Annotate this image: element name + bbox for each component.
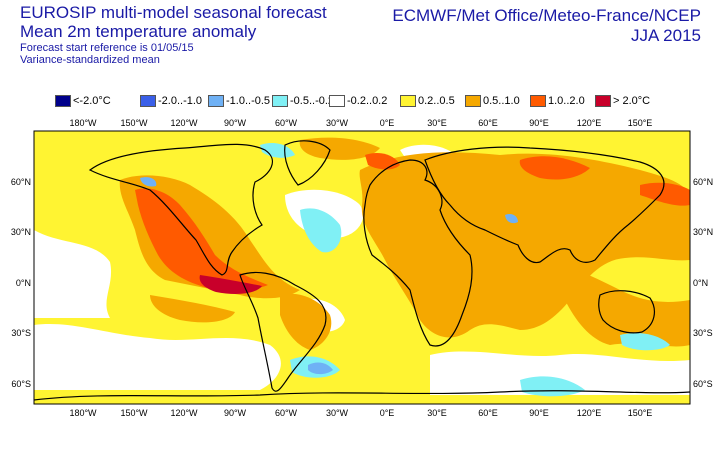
lon-label-bottom: 90°E	[529, 408, 549, 418]
lon-label-bottom: 60°E	[478, 408, 498, 418]
lat-label-right: 30°N	[693, 227, 713, 237]
asia-outline	[424, 146, 665, 264]
lon-label-top: 150°W	[120, 118, 148, 128]
lon-label-bottom: 150°E	[628, 408, 653, 418]
lat-label-left: 30°N	[11, 227, 31, 237]
chart-variable: Mean 2m temperature anomaly	[20, 22, 257, 41]
lon-label-top: 0°E	[380, 118, 395, 128]
lat-label-left: 30°S	[11, 328, 31, 338]
provider-block: ECMWF/Met Office/Meteo-France/NCEP JJA 2…	[392, 6, 701, 45]
legend-label: 0.2..0.5	[418, 95, 455, 107]
lon-label-top: 150°E	[628, 118, 653, 128]
legend-label: -1.0..-0.5	[226, 95, 271, 107]
lat-label-left: 60°S	[11, 379, 31, 389]
map-frame	[33, 130, 691, 405]
lon-label-top: 90°E	[529, 118, 549, 128]
legend-swatch	[465, 95, 481, 107]
legend-label: > 2.0°C	[613, 95, 651, 107]
lon-label-bottom: 120°E	[577, 408, 602, 418]
chart-title: EUROSIP multi-model seasonal forecast	[20, 3, 327, 22]
season: JJA 2015	[631, 25, 701, 45]
cool-anomaly-regions	[260, 143, 670, 397]
legend-label: -0.5..-0.2	[290, 95, 335, 107]
europe-africa-outline	[363, 159, 473, 347]
legend-swatch	[140, 95, 156, 107]
legend-swatch	[530, 95, 546, 107]
near-normal-regions	[34, 144, 690, 395]
providers: ECMWF/Met Office/Meteo-France/NCEP	[392, 6, 701, 25]
lon-label-top: 60°W	[275, 118, 298, 128]
lat-label-right: 30°S	[693, 328, 713, 338]
legend-label: -0.2..0.2	[347, 95, 388, 107]
lon-label-top: 30°W	[326, 118, 349, 128]
lon-label-bottom: 60°W	[275, 408, 298, 418]
lat-label-right: 60°S	[693, 379, 713, 389]
method-note: Variance-standardized mean	[20, 54, 160, 66]
legend-label: -2.0..-1.0	[158, 95, 203, 107]
lon-label-top: 30°E	[427, 118, 447, 128]
lon-label-top: 120°E	[577, 118, 602, 128]
lon-label-top: 60°E	[478, 118, 498, 128]
lon-label-bottom: 0°E	[380, 408, 395, 418]
lon-label-bottom: 120°W	[170, 408, 198, 418]
legend-label: <-2.0°C	[73, 95, 111, 107]
legend-swatch	[208, 95, 224, 107]
lat-label-left: 0°N	[16, 278, 31, 288]
lon-label-bottom: 180°W	[69, 408, 97, 418]
legend-swatch	[400, 95, 416, 107]
lon-label-top: 120°W	[170, 118, 198, 128]
south-america-outline	[239, 271, 327, 392]
legend-swatch	[272, 95, 288, 107]
title-block: EUROSIP multi-model seasonal forecast Me…	[20, 4, 327, 66]
lon-label-top: 180°W	[69, 118, 97, 128]
extreme-warm-region	[199, 275, 262, 294]
legend-label: 1.0..2.0	[548, 95, 585, 107]
lon-label-bottom: 30°W	[326, 408, 349, 418]
north-america-outline	[88, 143, 273, 276]
lon-label-bottom: 30°E	[427, 408, 447, 418]
lon-label-top: 90°W	[224, 118, 247, 128]
strong-warm-regions	[135, 153, 690, 291]
lat-label-left: 60°N	[11, 177, 31, 187]
antarctica-outline	[34, 390, 690, 401]
axis-labels: 180°W 180°W 150°W 150°W 120°W 120°W 90°W 90°W 60…	[11, 118, 713, 418]
legend-swatch	[55, 95, 71, 107]
legend-swatch	[329, 95, 345, 107]
lon-label-bottom: 150°W	[120, 408, 148, 418]
greenland-outline	[284, 140, 331, 186]
moderate-cool-regions	[140, 177, 518, 375]
legend-swatch	[595, 95, 611, 107]
lat-label-right: 60°N	[693, 177, 713, 187]
australia-outline	[598, 290, 656, 334]
legend-label: 0.5..1.0	[483, 95, 520, 107]
coastlines	[34, 140, 690, 401]
forecast-start: Forecast start reference is 01/05/15	[20, 42, 194, 54]
lon-label-bottom: 90°W	[224, 408, 247, 418]
map-fields	[34, 131, 690, 404]
lat-label-right: 0°N	[693, 278, 708, 288]
